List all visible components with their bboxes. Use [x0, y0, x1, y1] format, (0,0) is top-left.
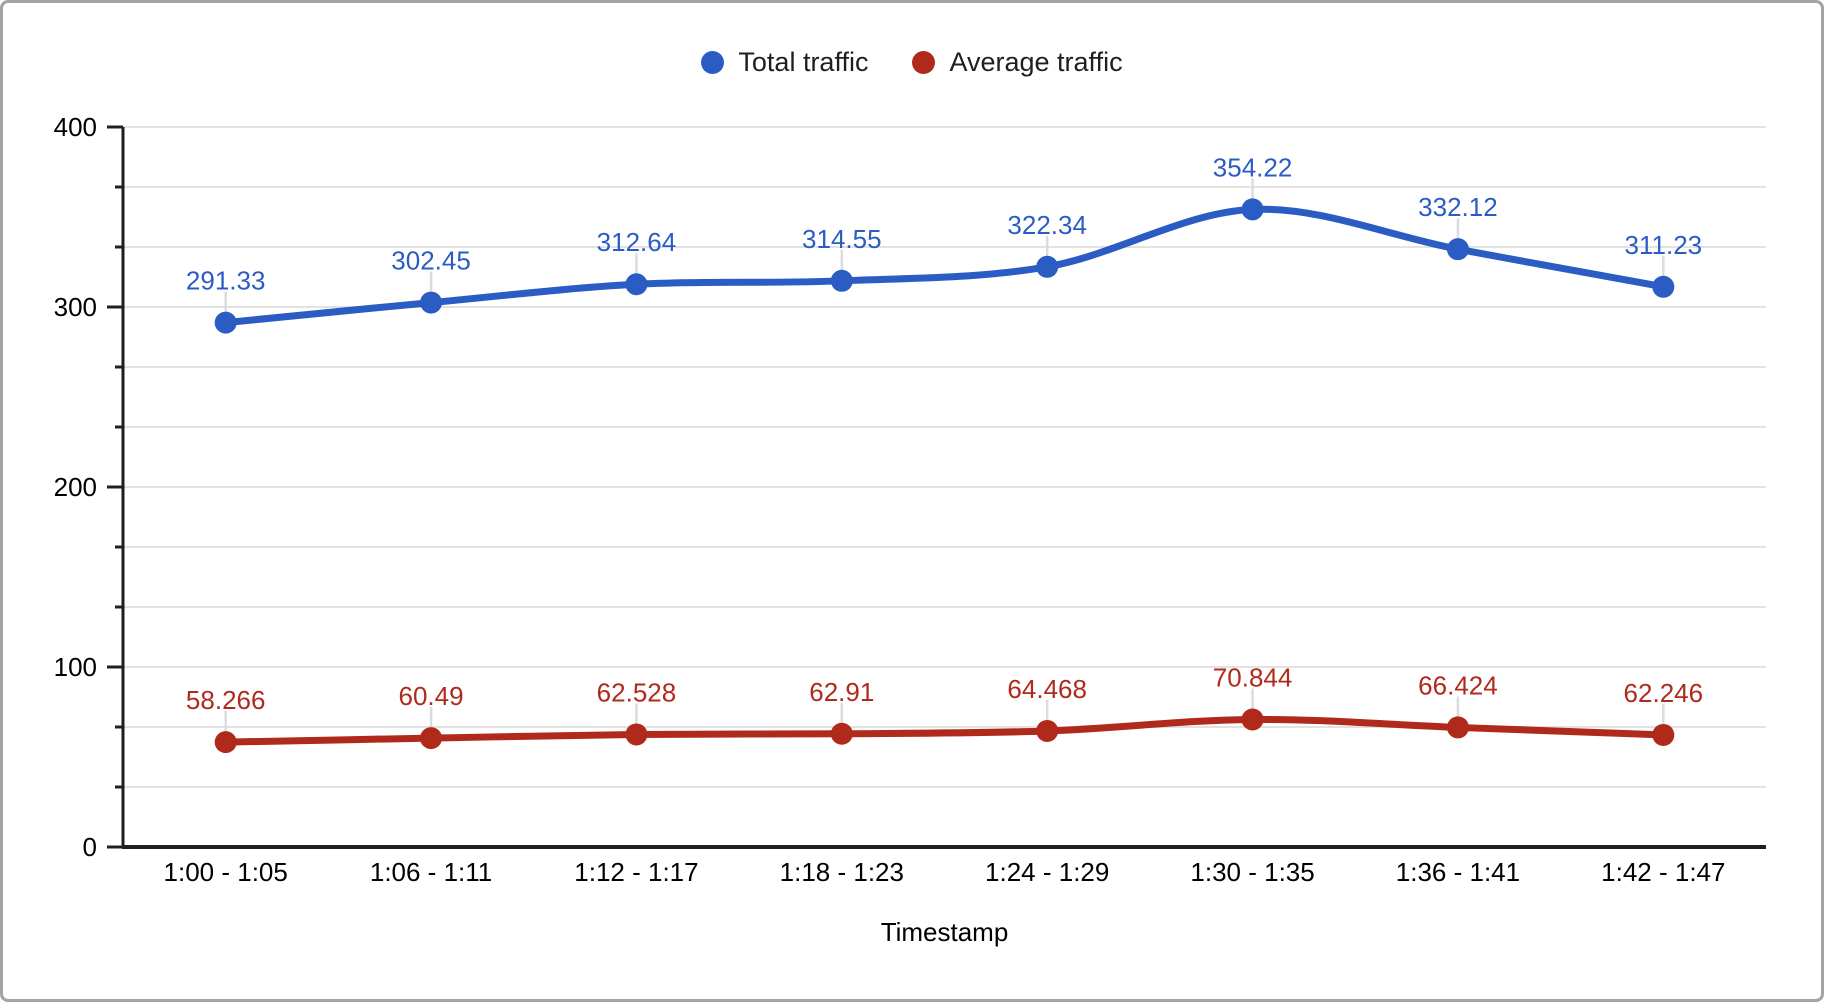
- data-point-label: 58.266: [186, 685, 266, 715]
- data-point-marker[interactable]: [1446, 716, 1469, 739]
- data-point-label: 64.468: [1007, 674, 1087, 704]
- gridlines: [123, 126, 1766, 788]
- data-point-label: 312.64: [597, 227, 677, 257]
- x-tick-label: 1:18 - 1:23: [780, 857, 904, 887]
- data-point-marker[interactable]: [625, 273, 648, 296]
- data-labels: 291.33 302.45 312.64 314.55 322.34 354.22 332.…: [186, 152, 1703, 715]
- data-point-label: 354.22: [1213, 152, 1293, 182]
- chart-canvas: 291.33 302.45 312.64 314.55 322.34 354.22 332.…: [54, 112, 1766, 947]
- data-point-marker[interactable]: [830, 269, 853, 292]
- data-point-marker[interactable]: [1652, 723, 1675, 746]
- data-point-label: 62.91: [809, 677, 874, 707]
- data-point-label: 62.246: [1624, 678, 1704, 708]
- data-point-marker[interactable]: [1036, 255, 1059, 278]
- series-line: [222, 715, 1667, 746]
- x-tick-label: 1:00 - 1:05: [164, 857, 288, 887]
- data-point-label: 311.23: [1625, 230, 1703, 260]
- data-point-marker[interactable]: [420, 727, 443, 750]
- series-lines: [222, 205, 1667, 746]
- x-tick-label: 1:12 - 1:17: [574, 857, 698, 887]
- data-point-label: 66.424: [1418, 670, 1498, 700]
- data-point-label: 60.49: [399, 681, 464, 711]
- data-point-label: 62.528: [597, 677, 677, 707]
- data-point-marker[interactable]: [214, 311, 237, 334]
- data-point-label: 332.12: [1418, 192, 1498, 222]
- legend-dot-average-traffic-icon: [912, 51, 936, 74]
- data-point-label: 302.45: [391, 246, 471, 276]
- chart-legend: Total traffic Average traffic: [3, 47, 1821, 78]
- x-tick-label: 1:42 - 1:47: [1601, 857, 1725, 887]
- data-point-label: 322.34: [1007, 210, 1087, 240]
- legend-item-average-traffic[interactable]: Average traffic: [912, 47, 1123, 78]
- x-tick-label: 1:36 - 1:41: [1396, 857, 1520, 887]
- x-axis-title: Timestamp: [881, 917, 1009, 947]
- legend-item-total-traffic[interactable]: Total traffic: [701, 47, 868, 78]
- data-point-markers: [214, 198, 1675, 754]
- x-tick-label: 1:06 - 1:11: [370, 857, 492, 887]
- x-tick-label: 1:24 - 1:29: [985, 857, 1109, 887]
- y-tick-label: 400: [54, 112, 97, 142]
- data-point-marker[interactable]: [420, 291, 443, 314]
- data-point-marker[interactable]: [1241, 198, 1264, 221]
- legend-label-average-traffic: Average traffic: [949, 47, 1123, 77]
- data-point-marker[interactable]: [1446, 238, 1469, 261]
- data-point-marker[interactable]: [1652, 275, 1675, 298]
- y-tick-label: 0: [83, 832, 97, 862]
- data-point-marker[interactable]: [214, 731, 237, 754]
- x-tick-label: 1:30 - 1:35: [1190, 857, 1314, 887]
- data-point-label: 314.55: [802, 224, 882, 254]
- axes: [107, 125, 1766, 849]
- series-line: [222, 205, 1667, 327]
- data-point-marker[interactable]: [830, 722, 853, 745]
- y-tick-label: 100: [54, 652, 97, 682]
- data-point-marker[interactable]: [1036, 719, 1059, 742]
- y-tick-label: 200: [54, 472, 97, 502]
- axis-labels: 0 100 200 300 400 1:00 - 1:05 1:06 - 1:11 1:12 …: [54, 112, 1726, 947]
- y-tick-label: 300: [54, 292, 97, 322]
- legend-dot-total-traffic-icon: [701, 51, 725, 74]
- data-point-marker[interactable]: [1241, 708, 1264, 731]
- data-point-label: 291.33: [186, 266, 266, 296]
- data-point-marker[interactable]: [625, 723, 648, 746]
- legend-label-total-traffic: Total traffic: [738, 47, 869, 77]
- data-point-label: 70.844: [1213, 662, 1293, 692]
